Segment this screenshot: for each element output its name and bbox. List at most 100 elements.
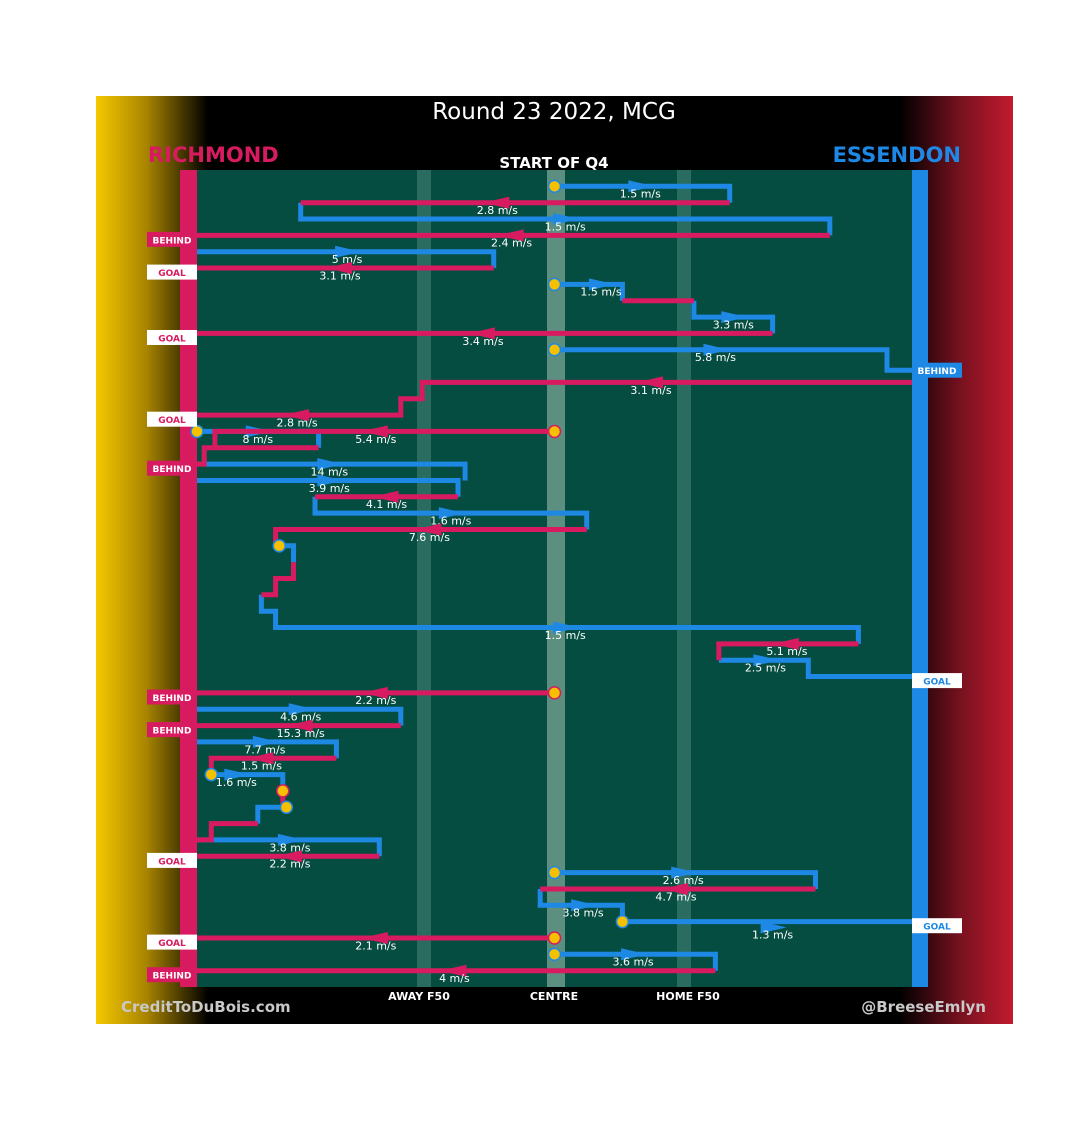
possession-start-marker (615, 914, 630, 929)
essendon-chain-line-21 (554, 951, 718, 971)
footer-credit: CreditToDuBois.com (121, 998, 291, 1016)
essendon-speed-label: 14 m/s (310, 466, 348, 479)
richmond-goal-post-bar (180, 170, 197, 987)
outcome-label: GOAL (158, 269, 186, 279)
essendon-chain-line-7 (197, 461, 468, 481)
essendon-direction-arrow-1-0 (553, 213, 580, 225)
essendon-direction-arrow-20-0 (760, 921, 787, 934)
outcome-label: GOAL (923, 923, 951, 933)
richmond-direction-arrow-18-0 (662, 883, 688, 895)
richmond-speed-label: 15.3 m/s (277, 727, 325, 740)
outcome-badge-goal (912, 918, 962, 934)
outcome-label: BEHIND (153, 465, 192, 475)
essendon-direction-arrow-7-0 (317, 458, 344, 471)
richmond-direction-arrow-13-0 (286, 719, 313, 732)
x-tick-home-f50: HOME F50 (656, 990, 720, 1003)
richmond-direction-arrow-20-0 (440, 964, 467, 977)
outcome-badge-behind (147, 689, 197, 705)
chart-title: Round 23 2022, MCG (432, 99, 676, 125)
essendon-speed-label: 1.5 m/s (620, 188, 661, 201)
essendon-direction-arrow-18-0 (671, 866, 698, 879)
richmond-speed-label: 3.4 m/s (462, 335, 503, 348)
chart-subtitle: START OF Q4 (499, 154, 608, 172)
richmond-direction-arrow-5-0 (637, 376, 663, 389)
possession-start-marker (279, 800, 294, 815)
essendon-direction-arrow-21-0 (621, 948, 648, 961)
outcome-label: GOAL (158, 857, 186, 867)
essendon-speed-label: 5.8 m/s (695, 351, 736, 364)
x-tick-away-f50: AWAY F50 (388, 990, 450, 1003)
richmond-direction-arrow-12-0 (361, 686, 388, 699)
possession-start-marker (272, 539, 286, 553)
essendon-chain-line-3 (554, 281, 625, 301)
outcome-badge-goal (912, 673, 962, 689)
essendon-chain-line-18 (554, 870, 818, 889)
essendon-speed-label: 1.6 m/s (216, 776, 257, 789)
richmond-speed-label: 3.1 m/s (319, 269, 360, 282)
essendon-direction-arrow-2-0 (335, 245, 362, 258)
possession-start-marker (547, 277, 562, 292)
richmond-chain-line-7 (197, 445, 319, 467)
essendon-chain-line-2 (197, 249, 497, 268)
essendon-speed-label: 3.8 m/s (269, 841, 310, 854)
essendon-direction-arrow-12-0 (753, 654, 780, 667)
outcome-badge-behind (147, 722, 197, 738)
possession-start-marker (204, 767, 219, 782)
outcome-label: BEHIND (153, 694, 192, 704)
outcome-badge-behind (147, 967, 197, 983)
richmond-speed-label: 7.6 m/s (409, 531, 450, 544)
possession-start-marker (547, 179, 562, 194)
essendon-speed-label: 8 m/s (242, 433, 273, 446)
essendon-speed-label: 1.5 m/s (580, 286, 621, 299)
away-f50-band (417, 170, 431, 987)
richmond-speed-label: 2.2 m/s (355, 694, 396, 707)
richmond-chain-line-10 (261, 562, 296, 598)
outcome-badge-goal (147, 934, 197, 950)
possession-start-marker (547, 686, 562, 700)
richmond-direction-arrow-0-0 (483, 196, 510, 209)
possession-start-marker (547, 424, 562, 439)
richmond-speed-label: 4.7 m/s (655, 890, 696, 903)
outcome-badge-behind (912, 362, 962, 378)
essendon-direction-arrow-8-0 (317, 474, 344, 487)
possession-start-marker (547, 947, 562, 962)
outcome-label: BEHIND (153, 727, 192, 737)
essendon-direction-arrow-14-0 (252, 735, 279, 748)
essendon-direction-arrow-11-0 (553, 621, 580, 634)
outcome-label: GOAL (158, 939, 186, 949)
richmond-direction-arrow-17-0 (275, 850, 302, 863)
essendon-speed-label: 1.3 m/s (752, 929, 793, 942)
richmond-speed-label: 2.2 m/s (269, 858, 310, 871)
outcome-badge-goal (147, 264, 197, 280)
richmond-speed-label: 3.1 m/s (630, 384, 671, 397)
richmond-direction-arrow-6-0 (361, 425, 388, 438)
chart-marks: 1.5 m/s 1.5 m/s 5 m/s 1.5 m/s 3.3 m/s 5.8 m/s… (147, 179, 962, 985)
essendon-direction-arrow-3-0 (589, 278, 615, 291)
outcome-label: GOAL (158, 416, 186, 426)
richmond-speed-label: 2.8 m/s (477, 204, 518, 217)
richmond-speed-label: 4.1 m/s (366, 498, 407, 511)
essendon-chain-line-0 (554, 183, 733, 203)
outcome-label: GOAL (923, 678, 951, 688)
richmond-direction-arrow-1-0 (497, 229, 524, 242)
essendon-speed-label: 1.5 m/s (545, 220, 586, 233)
essendon-speed-label: 5 m/s (332, 253, 363, 266)
essendon-speed-label: 2.6 m/s (663, 874, 704, 887)
outcome-badge-behind (147, 231, 197, 247)
essendon-direction-arrow-15-0 (224, 768, 251, 781)
outcome-label: BEHIND (153, 236, 192, 246)
richmond-speed-label: 2.8 m/s (277, 417, 318, 430)
richmond-chain-line-11 (716, 641, 859, 661)
richmond-direction-arrow-5-1 (283, 409, 310, 422)
possession-start-marker (547, 865, 562, 880)
richmond-direction-arrow-2-0 (326, 262, 352, 274)
outcome-badge-goal (147, 852, 197, 868)
outcome-badge-behind (147, 460, 197, 476)
richmond-direction-arrow-4-0 (469, 327, 495, 340)
outcome-badge-goal (147, 411, 197, 427)
richmond-direction-arrow-19-0 (361, 932, 388, 944)
richmond-chain-line-6 (212, 428, 555, 448)
essendon-speed-label: 3.8 m/s (563, 907, 604, 920)
footer-handle: @BreeseEmlyn (861, 998, 986, 1016)
